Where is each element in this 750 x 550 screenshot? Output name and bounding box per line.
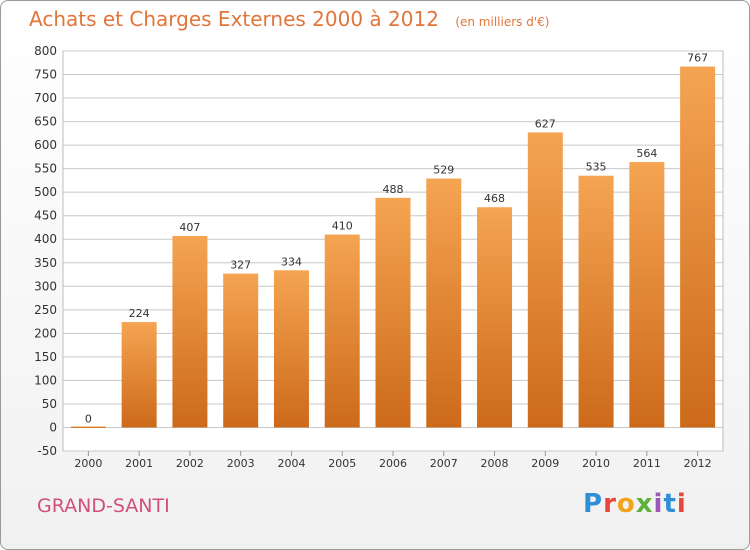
commune-name: GRAND-SANTI [37,495,170,517]
x-tick-label: 2000 [74,457,102,470]
y-tick-label: 400 [34,232,57,246]
y-tick-label: -50 [37,444,57,458]
y-tick-label: 550 [34,162,57,176]
bar-value-label: 488 [383,183,404,196]
bar-2003 [223,273,259,428]
logo-letter: t [663,489,677,519]
x-tick-label: 2003 [227,457,255,470]
bar-2010 [578,175,614,428]
y-tick-label: 100 [34,373,57,387]
x-tick-label: 2006 [379,457,407,470]
bar-2001 [121,322,157,428]
unit-label: (en milliers d'€) [455,15,550,29]
x-tick-label: 2011 [633,457,661,470]
bar-value-label: 334 [281,255,302,268]
bar-value-label: 468 [484,192,505,205]
logo-letter: i [676,489,687,519]
bar-2009 [527,132,563,428]
y-tick-label: 0 [49,420,57,434]
bar-2007 [426,178,462,428]
x-tick-label: 2005 [328,457,356,470]
x-tick-label: 2002 [176,457,204,470]
bar-2004 [273,270,309,428]
logo-letter: o [616,489,636,519]
x-tick-label: 2007 [430,457,458,470]
bar-value-label: 627 [535,117,556,130]
x-tick-label: 2009 [531,457,559,470]
y-tick-label: 650 [34,115,57,129]
bar-value-label: 529 [433,164,454,177]
x-tick-label: 2008 [481,457,509,470]
bar-value-label: 410 [332,220,353,233]
logo-letter: r [603,489,617,519]
y-tick-label: 350 [34,256,57,270]
bar-value-label: 327 [230,259,251,272]
y-tick-label: 50 [42,397,57,411]
bar-2012 [680,66,716,428]
bar-2008 [477,207,513,428]
y-tick-label: 200 [34,326,57,340]
y-tick-label: 600 [34,138,57,152]
bar-value-label: 535 [586,161,607,174]
proxiti-logo: Proxiti [583,489,687,519]
x-tick-label: 2001 [125,457,153,470]
chart-title: Achats et Charges Externes 2000 à 2012 (… [29,7,549,31]
y-tick-label: 500 [34,185,57,199]
x-tick-label: 2010 [582,457,610,470]
bar-value-label: 767 [687,52,708,65]
bar-value-label: 564 [636,147,657,160]
logo-letter: P [583,489,604,519]
y-tick-label: 150 [34,350,57,364]
y-tick-label: 800 [34,44,57,58]
y-tick-label: 250 [34,303,57,317]
logo-letter: i [653,489,664,519]
bar-2000 [70,426,106,428]
x-tick-label: 2012 [684,457,712,470]
bar-value-label: 407 [179,221,200,234]
title-text: Achats et Charges Externes 2000 à 2012 [29,7,439,31]
bar-value-label: 0 [85,412,92,425]
logo-letter: x [635,489,654,519]
bar-value-label: 224 [129,307,150,320]
bar-2011 [629,162,665,428]
y-tick-label: 700 [34,91,57,105]
y-tick-label: 300 [34,279,57,293]
bar-2002 [172,235,208,428]
bar-2006 [375,197,411,428]
y-tick-label: 450 [34,209,57,223]
y-tick-label: 750 [34,68,57,82]
x-tick-label: 2004 [277,457,305,470]
bar-2005 [324,234,360,428]
